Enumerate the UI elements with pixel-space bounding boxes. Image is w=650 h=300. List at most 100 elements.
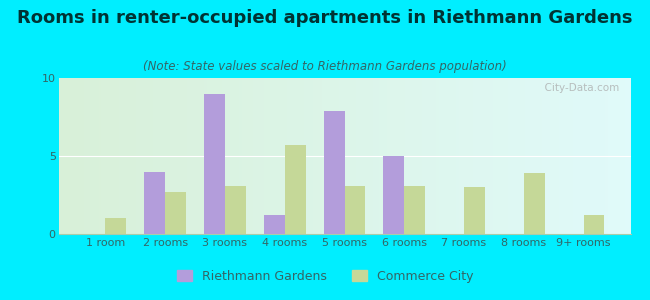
Bar — [204, 78, 207, 234]
Bar — [410, 78, 413, 234]
Bar — [199, 78, 202, 234]
Bar — [242, 78, 244, 234]
Bar — [453, 78, 456, 234]
Bar — [610, 78, 614, 234]
Bar — [239, 78, 242, 234]
Bar — [516, 78, 519, 234]
Bar — [181, 78, 185, 234]
Bar — [628, 78, 630, 234]
Bar — [58, 78, 61, 234]
Bar — [313, 78, 316, 234]
Bar — [127, 78, 130, 234]
Bar — [533, 78, 536, 234]
Bar — [222, 78, 224, 234]
Bar — [404, 78, 408, 234]
Bar — [213, 78, 216, 234]
Bar — [404, 186, 425, 234]
Bar — [179, 78, 181, 234]
Bar — [276, 78, 279, 234]
Bar — [504, 78, 508, 234]
Bar — [582, 78, 585, 234]
Bar — [322, 78, 324, 234]
Bar — [296, 78, 299, 234]
Bar — [559, 78, 562, 234]
Bar — [547, 78, 551, 234]
Bar — [584, 215, 605, 234]
Bar — [302, 78, 304, 234]
Bar — [430, 78, 433, 234]
Bar — [413, 78, 416, 234]
Bar — [373, 78, 376, 234]
Bar — [436, 78, 439, 234]
Bar — [602, 78, 604, 234]
Bar — [479, 78, 482, 234]
Bar — [590, 78, 593, 234]
Bar — [144, 78, 147, 234]
Bar — [604, 78, 608, 234]
Bar — [367, 78, 370, 234]
Bar — [416, 78, 419, 234]
Bar — [482, 78, 485, 234]
Bar — [281, 78, 285, 234]
Bar — [290, 78, 293, 234]
Bar — [542, 78, 545, 234]
Bar — [185, 78, 187, 234]
Bar — [104, 78, 107, 234]
Bar — [227, 78, 230, 234]
Bar — [456, 78, 459, 234]
Bar — [536, 78, 539, 234]
Bar — [142, 78, 144, 234]
Bar — [75, 78, 79, 234]
Bar — [353, 78, 356, 234]
Bar — [556, 78, 559, 234]
Bar — [122, 78, 124, 234]
Bar — [96, 78, 99, 234]
Bar — [390, 78, 393, 234]
Bar — [490, 78, 493, 234]
Bar — [204, 94, 225, 234]
Bar — [467, 78, 471, 234]
Bar — [439, 78, 442, 234]
Bar — [173, 78, 176, 234]
Bar — [285, 78, 287, 234]
Bar — [473, 78, 476, 234]
Bar — [250, 78, 253, 234]
Bar — [576, 78, 579, 234]
Bar — [225, 186, 246, 234]
Bar — [90, 78, 93, 234]
Bar — [64, 78, 67, 234]
Bar — [499, 78, 502, 234]
Bar — [344, 78, 347, 234]
Legend: Riethmann Gardens, Commerce City: Riethmann Gardens, Commerce City — [172, 265, 478, 288]
Bar — [359, 78, 361, 234]
Bar — [588, 78, 590, 234]
Bar — [616, 78, 619, 234]
Bar — [539, 78, 542, 234]
Bar — [562, 78, 565, 234]
Bar — [259, 78, 261, 234]
Bar — [619, 78, 622, 234]
Bar — [170, 78, 173, 234]
Bar — [508, 78, 510, 234]
Bar — [261, 78, 265, 234]
Bar — [525, 78, 528, 234]
Bar — [350, 78, 353, 234]
Bar — [310, 78, 313, 234]
Bar — [464, 187, 485, 234]
Bar — [379, 78, 382, 234]
Bar — [567, 78, 571, 234]
Bar — [324, 111, 344, 234]
Bar — [399, 78, 402, 234]
Bar — [599, 78, 602, 234]
Bar — [393, 78, 396, 234]
Bar — [236, 78, 239, 234]
Bar — [553, 78, 556, 234]
Bar — [614, 78, 616, 234]
Bar — [376, 78, 379, 234]
Bar — [514, 78, 516, 234]
Bar — [462, 78, 465, 234]
Bar — [307, 78, 310, 234]
Bar — [336, 78, 339, 234]
Bar — [293, 78, 296, 234]
Bar — [385, 78, 387, 234]
